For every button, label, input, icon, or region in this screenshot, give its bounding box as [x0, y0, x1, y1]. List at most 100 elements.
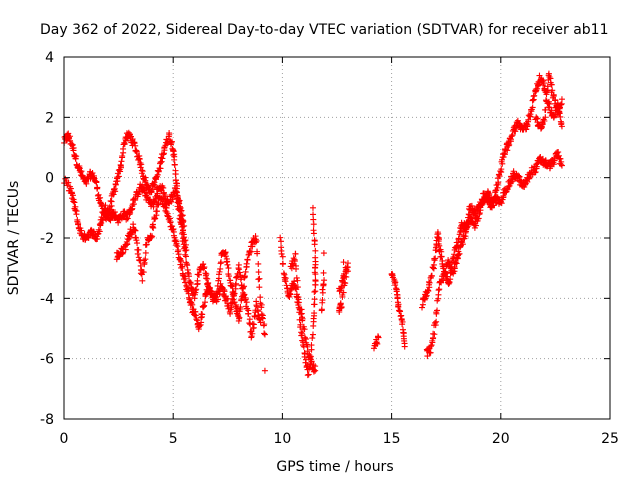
data-point — [117, 168, 124, 175]
data-point — [193, 316, 200, 323]
data-point — [432, 255, 439, 262]
data-point — [550, 93, 557, 100]
data-point — [194, 317, 201, 324]
data-point — [133, 148, 140, 155]
data-point — [435, 287, 442, 294]
data-point — [93, 179, 100, 186]
data-point — [503, 146, 510, 153]
data-point — [434, 307, 441, 314]
data-point — [500, 153, 507, 160]
data-point — [142, 249, 149, 256]
data-point — [176, 207, 183, 214]
data-point — [114, 178, 121, 185]
x-tick-label: 10 — [273, 431, 291, 447]
y-tick-label: -4 — [40, 291, 54, 307]
data-point — [343, 273, 350, 280]
data-point — [427, 349, 434, 356]
data-point — [435, 238, 442, 245]
data-point — [168, 198, 175, 205]
data-point — [239, 293, 246, 300]
y-tick-label: 0 — [45, 171, 54, 187]
data-point — [311, 237, 318, 244]
data-point — [392, 282, 399, 289]
data-point — [69, 141, 76, 148]
data-point — [118, 158, 125, 165]
data-point — [96, 228, 103, 235]
data-point — [227, 310, 234, 317]
data-point — [464, 219, 471, 226]
data-point — [472, 222, 479, 229]
data-point — [426, 279, 433, 286]
data-point — [176, 215, 183, 222]
data-point — [73, 153, 80, 160]
data-point — [293, 265, 300, 272]
x-tick-label: 25 — [601, 431, 619, 447]
data-point — [256, 284, 263, 291]
data-point — [533, 163, 540, 170]
x-tick-label: 15 — [383, 431, 401, 447]
data-point — [192, 312, 199, 319]
data-point — [217, 265, 224, 272]
data-point — [430, 261, 437, 268]
data-point — [279, 260, 286, 267]
data-point — [124, 215, 131, 222]
data-point — [140, 269, 147, 276]
data-point — [194, 280, 201, 287]
data-point — [286, 290, 293, 297]
y-tick-label: -6 — [40, 352, 54, 368]
data-point — [247, 248, 254, 255]
data-point — [152, 215, 159, 222]
data-point — [250, 321, 257, 328]
data-point — [216, 268, 223, 275]
data-point — [178, 221, 185, 228]
data-point — [237, 305, 244, 312]
data-point — [300, 343, 307, 350]
data-point — [552, 111, 559, 118]
data-point — [512, 128, 519, 135]
data-point — [158, 154, 165, 161]
data-point — [71, 199, 78, 206]
x-tick-label: 0 — [60, 431, 69, 447]
data-point — [463, 226, 470, 233]
data-point — [309, 204, 316, 211]
data-point — [132, 227, 139, 234]
data-point — [299, 330, 306, 337]
data-point — [243, 260, 250, 267]
data-point — [256, 275, 263, 282]
data-point — [558, 162, 565, 169]
data-point — [131, 140, 138, 147]
data-point — [232, 285, 239, 292]
data-point — [277, 234, 284, 241]
data-point — [499, 160, 506, 167]
data-point — [136, 256, 143, 263]
data-point — [135, 246, 142, 253]
data-point — [253, 303, 260, 310]
data-point — [397, 313, 404, 320]
data-point — [549, 87, 556, 94]
data-point — [136, 155, 143, 162]
data-point — [446, 279, 453, 286]
data-point — [162, 201, 169, 208]
data-point — [171, 161, 178, 168]
data-point — [261, 331, 268, 338]
data-point — [312, 367, 319, 374]
data-point — [459, 241, 466, 248]
data-point — [429, 339, 436, 346]
data-point — [232, 301, 239, 308]
data-point — [283, 282, 290, 289]
data-point — [295, 296, 302, 303]
data-point — [173, 240, 180, 247]
data-point — [312, 271, 319, 278]
data-point — [498, 166, 505, 173]
data-point — [545, 104, 552, 111]
data-point — [534, 85, 541, 92]
data-point — [236, 269, 243, 276]
data-point — [102, 202, 109, 209]
data-point — [399, 318, 406, 325]
data-point — [301, 326, 308, 333]
data-point — [543, 91, 550, 98]
data-point — [305, 371, 312, 378]
data-point — [311, 288, 318, 295]
data-point — [70, 196, 77, 203]
data-point — [558, 161, 565, 168]
